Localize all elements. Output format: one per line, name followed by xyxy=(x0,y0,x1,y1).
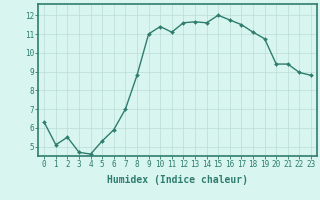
X-axis label: Humidex (Indice chaleur): Humidex (Indice chaleur) xyxy=(107,175,248,185)
